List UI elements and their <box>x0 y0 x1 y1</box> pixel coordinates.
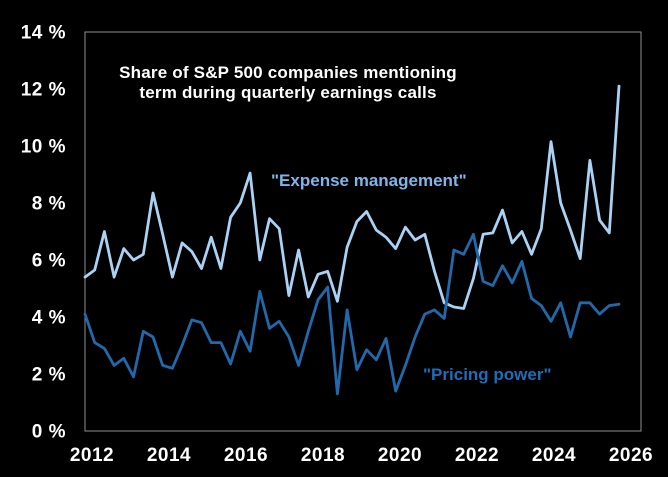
x-tick-label: 2024 <box>532 445 576 466</box>
y-tick-label: 12 % <box>21 80 66 101</box>
y-tick-label: 4 % <box>32 308 66 329</box>
pricing-power-label: "Pricing power" <box>423 365 552 384</box>
x-tick-label: 2020 <box>378 445 422 466</box>
y-tick-label: 10 % <box>21 137 66 158</box>
chart-title-line1: Share of S&P 500 companies mentioning <box>119 63 457 82</box>
y-tick-label: 6 % <box>32 251 66 272</box>
expense-management-line <box>83 84 621 310</box>
chart-title: Share of S&P 500 companies mentioning te… <box>88 63 488 103</box>
expense-management-label: "Expense management" <box>271 171 467 190</box>
chart-title-line2: term during quarterly earnings calls <box>139 83 437 102</box>
y-axis-tick-labels: 0 % 2 % 4 % 6 % 8 % 10 % 12 % 14 % <box>21 23 66 443</box>
y-tick-label: 8 % <box>32 194 66 215</box>
y-tick-label: 2 % <box>32 365 66 386</box>
x-tick-label: 2018 <box>301 445 345 466</box>
y-tick-label: 14 % <box>21 23 66 44</box>
x-axis-tick-labels: 2012 2014 2016 2018 2020 2022 2024 2026 <box>70 445 653 466</box>
pricing-power-line <box>83 232 621 396</box>
x-tick-label: 2022 <box>455 445 499 466</box>
plot-border <box>84 31 642 432</box>
x-tick-label: 2016 <box>224 445 268 466</box>
y-tick-label: 0 % <box>32 422 66 443</box>
x-tick-label: 2012 <box>70 445 114 466</box>
x-tick-label: 2014 <box>147 445 191 466</box>
series-lines <box>83 84 621 396</box>
x-tick-label: 2026 <box>609 445 653 466</box>
